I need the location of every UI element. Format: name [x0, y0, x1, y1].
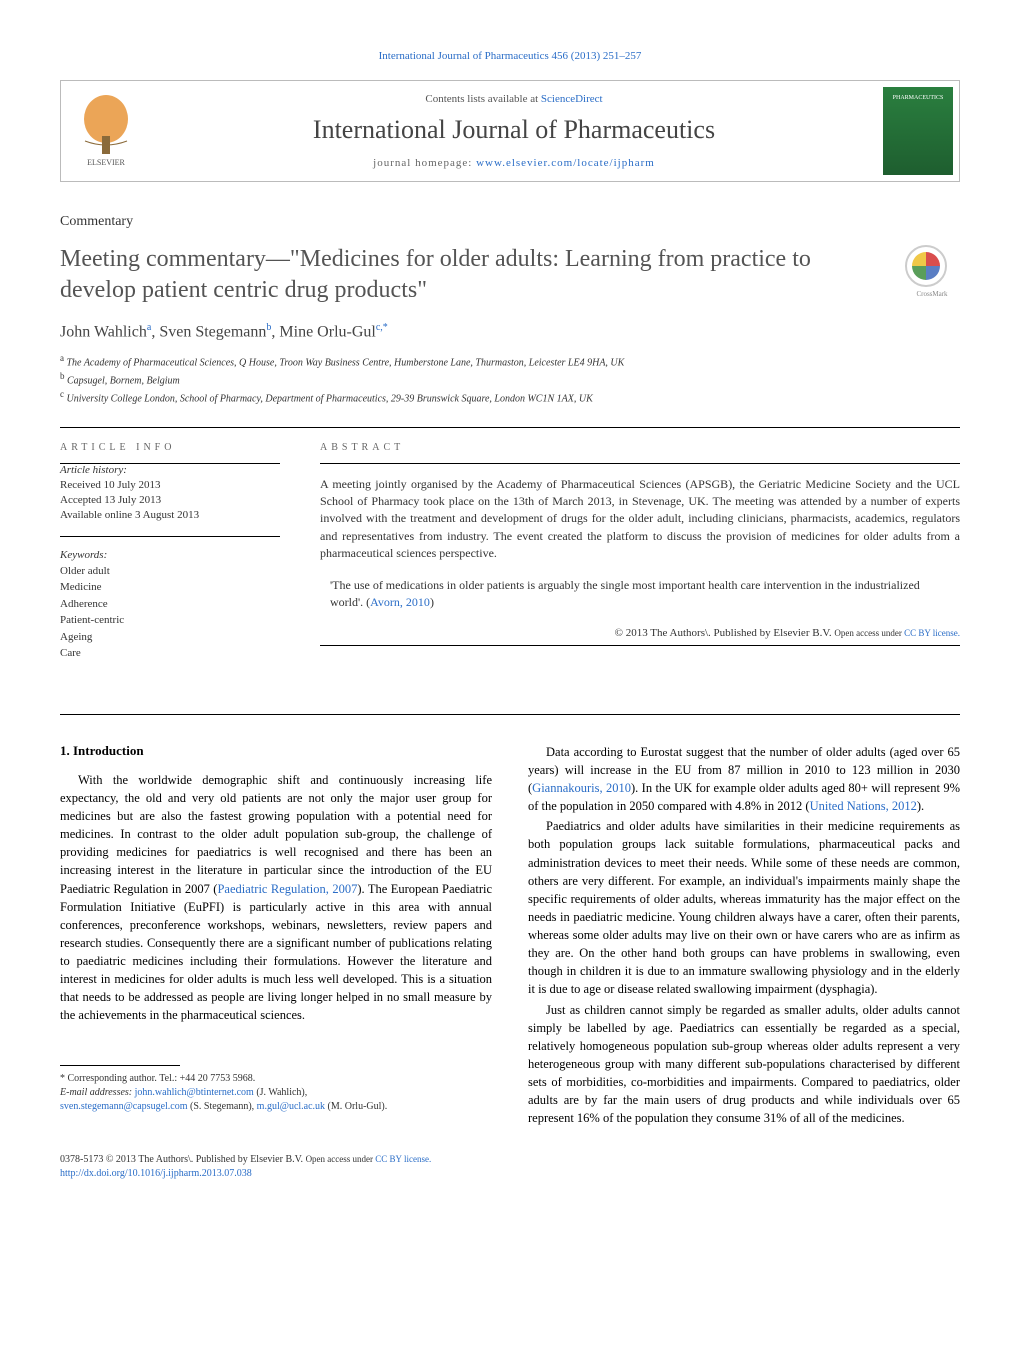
history-heading: Article history: [60, 464, 280, 476]
body-paragraph: Just as children cannot simply be regard… [528, 1001, 960, 1128]
article-title: Meeting commentary—"Medicines for older … [60, 244, 884, 306]
email-link[interactable]: john.wahlich@btinternet.com [135, 1087, 254, 1098]
divider [60, 714, 960, 715]
journal-name: International Journal of Pharmaceutics [161, 115, 867, 145]
history-online: Available online 3 August 2013 [60, 508, 280, 523]
body-paragraph: Paediatrics and older adults have simila… [528, 817, 960, 998]
email-link[interactable]: sven.stegemann@capsugel.com [60, 1101, 188, 1112]
quote-citation-link[interactable]: Avorn, 2010 [370, 595, 430, 609]
body-paragraph: With the worldwide demographic shift and… [60, 771, 492, 1025]
footnote-divider [60, 1065, 180, 1066]
history-received: Received 10 July 2013 [60, 478, 280, 493]
keywords-heading: Keywords: [60, 549, 280, 561]
section-heading-intro: 1. Introduction [60, 743, 492, 759]
elsevier-tree-icon: ELSEVIER [71, 91, 141, 171]
sciencedirect-link[interactable]: ScienceDirect [541, 93, 603, 105]
homepage-line: journal homepage: www.elsevier.com/locat… [161, 157, 867, 169]
email-link[interactable]: m.gul@ucl.ac.uk [257, 1101, 325, 1112]
citation-link[interactable]: Paediatric Regulation, 2007 [217, 882, 357, 896]
left-column: 1. Introduction With the worldwide demog… [60, 743, 492, 1130]
article-type: Commentary [60, 214, 960, 230]
svg-text:ELSEVIER: ELSEVIER [87, 158, 125, 167]
abstract-column: ABSTRACT A meeting jointly organised by … [320, 428, 960, 686]
citation-link[interactable]: Giannakouris, 2010 [532, 781, 631, 795]
journal-cover-thumbnail: PHARMACEUTICS [883, 87, 953, 175]
footer-meta: 0378-5173 © 2013 The Authors\. Published… [60, 1153, 960, 1181]
cover-label: PHARMACEUTICS [893, 95, 944, 102]
article-info-column: ARTICLE INFO Article history: Received 1… [60, 428, 280, 686]
elsevier-logo: ELSEVIER [61, 81, 151, 181]
abstract-quote: 'The use of medications in older patient… [320, 577, 960, 612]
homepage-link[interactable]: www.elsevier.com/locate/ijpharm [476, 157, 655, 169]
crossmark-icon[interactable]: CrossMark [904, 244, 960, 300]
body-columns: 1. Introduction With the worldwide demog… [60, 743, 960, 1130]
citation-link[interactable]: United Nations, 2012 [810, 799, 917, 813]
copyright: © 2013 The Authors\. Published by Elsevi… [320, 627, 960, 639]
journal-header: ELSEVIER Contents lists available at Sci… [60, 80, 960, 182]
svg-text:CrossMark: CrossMark [916, 290, 948, 298]
authors: John Wahlicha, Sven Stegemannb, Mine Orl… [60, 322, 960, 341]
journal-ref-link[interactable]: International Journal of Pharmaceutics 4… [379, 50, 642, 62]
article-info-label: ARTICLE INFO [60, 442, 280, 453]
journal-reference: International Journal of Pharmaceutics 4… [60, 50, 960, 62]
license-link[interactable]: CC BY license. [904, 628, 960, 638]
history-accepted: Accepted 13 July 2013 [60, 493, 280, 508]
keywords-list: Older adult Medicine Adherence Patient-c… [60, 563, 280, 662]
body-paragraph: Data according to Eurostat suggest that … [528, 743, 960, 816]
contents-line: Contents lists available at ScienceDirec… [161, 93, 867, 105]
right-column: Data according to Eurostat suggest that … [528, 743, 960, 1130]
abstract-text: A meeting jointly organised by the Acade… [320, 476, 960, 563]
header-center: Contents lists available at ScienceDirec… [151, 81, 877, 181]
doi-link[interactable]: http://dx.doi.org/10.1016/j.ijpharm.2013… [60, 1168, 252, 1179]
affiliations: a The Academy of Pharmaceutical Sciences… [60, 352, 960, 407]
corresponding-author-footnote: * Corresponding author. Tel.: +44 20 775… [60, 1072, 492, 1114]
license-link[interactable]: CC BY license. [375, 1154, 431, 1164]
abstract-label: ABSTRACT [320, 442, 960, 453]
